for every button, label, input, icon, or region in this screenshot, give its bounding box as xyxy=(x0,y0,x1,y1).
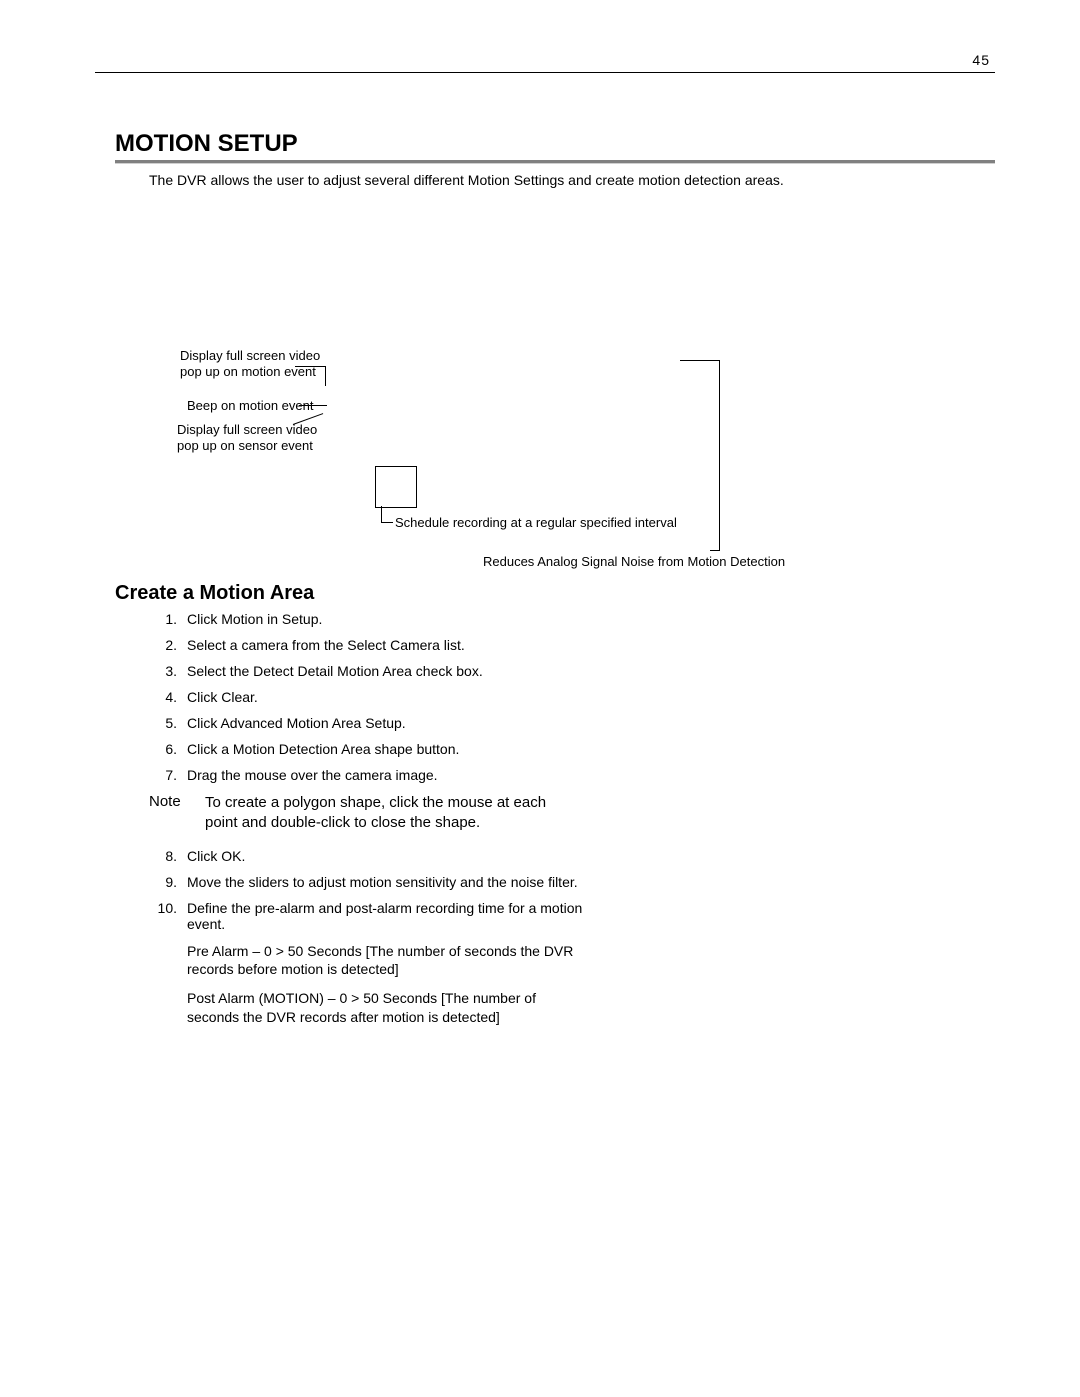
diagram-box-small xyxy=(375,466,417,508)
step-number: 9. xyxy=(149,874,187,890)
step-number: 5. xyxy=(149,715,187,731)
note-row: Note To create a polygon shape, click th… xyxy=(149,793,995,834)
step-item: 6. Click a Motion Detection Area shape b… xyxy=(149,741,995,757)
leader-line xyxy=(381,522,393,523)
callout-noise: Reduces Analog Signal Noise from Motion … xyxy=(483,554,785,570)
step-item: 4. Click Clear. xyxy=(149,689,995,705)
step-text: Click Advanced Motion Area Setup. xyxy=(187,715,617,731)
step-number: 3. xyxy=(149,663,187,679)
diagram-area: Display full screen video pop up on moti… xyxy=(115,208,995,568)
note-label: Note xyxy=(149,793,205,834)
callout-popup-sensor: Display full screen video pop up on sens… xyxy=(177,422,342,455)
leader-line xyxy=(299,405,327,406)
intro-text: The DVR allows the user to adjust severa… xyxy=(149,172,995,188)
callout-popup-motion: Display full screen video pop up on moti… xyxy=(180,348,340,381)
step-text: Click Motion in Setup. xyxy=(187,611,617,627)
sub-paragraph: Pre Alarm – 0 > 50 Seconds [The number o… xyxy=(187,942,587,980)
step-item: 10. Define the pre-alarm and post-alarm … xyxy=(149,900,995,932)
step-item: 2. Select a camera from the Select Camer… xyxy=(149,637,995,653)
leader-line xyxy=(295,366,325,367)
step-text: Move the sliders to adjust motion sensit… xyxy=(187,874,617,890)
step-text: Select the Detect Detail Motion Area che… xyxy=(187,663,617,679)
step-number: 10. xyxy=(149,900,187,932)
callout-beep: Beep on motion event xyxy=(187,398,313,414)
step-item: 3. Select the Detect Detail Motion Area … xyxy=(149,663,995,679)
page: 45 MOTION SETUP The DVR allows the user … xyxy=(0,0,1080,1397)
leader-line xyxy=(680,360,720,361)
step-number: 8. xyxy=(149,848,187,864)
leader-line xyxy=(719,360,720,550)
sub-paragraph: Post Alarm (MOTION) – 0 > 50 Seconds [Th… xyxy=(187,989,587,1027)
step-number: 4. xyxy=(149,689,187,705)
step-text: Click a Motion Detection Area shape butt… xyxy=(187,741,617,757)
note-text: To create a polygon shape, click the mou… xyxy=(205,793,575,834)
step-number: 7. xyxy=(149,767,187,783)
step-number: 1. xyxy=(149,611,187,627)
step-number: 6. xyxy=(149,741,187,757)
step-number: 2. xyxy=(149,637,187,653)
leader-line xyxy=(381,506,382,522)
page-number: 45 xyxy=(972,52,990,68)
step-text: Click OK. xyxy=(187,848,617,864)
step-text: Define the pre-alarm and post-alarm reco… xyxy=(187,900,617,932)
step-text: Drag the mouse over the camera image. xyxy=(187,767,617,783)
header-rule xyxy=(95,72,995,73)
callout-schedule: Schedule recording at a regular specifie… xyxy=(395,515,677,531)
leader-line xyxy=(325,366,326,386)
section-title: Create a Motion Area xyxy=(115,582,995,605)
title-rule xyxy=(115,160,995,164)
step-item: 9. Move the sliders to adjust motion sen… xyxy=(149,874,995,890)
step-item: 5. Click Advanced Motion Area Setup. xyxy=(149,715,995,731)
step-item: 1. Click Motion in Setup. xyxy=(149,611,995,627)
page-title: MOTION SETUP xyxy=(115,130,995,158)
step-item: 8. Click OK. xyxy=(149,848,995,864)
leader-line xyxy=(710,550,720,551)
step-text: Select a camera from the Select Camera l… xyxy=(187,637,617,653)
steps-list: 1. Click Motion in Setup. 2. Select a ca… xyxy=(149,611,995,1027)
step-item: 7. Drag the mouse over the camera image. xyxy=(149,767,995,783)
step-text: Click Clear. xyxy=(187,689,617,705)
